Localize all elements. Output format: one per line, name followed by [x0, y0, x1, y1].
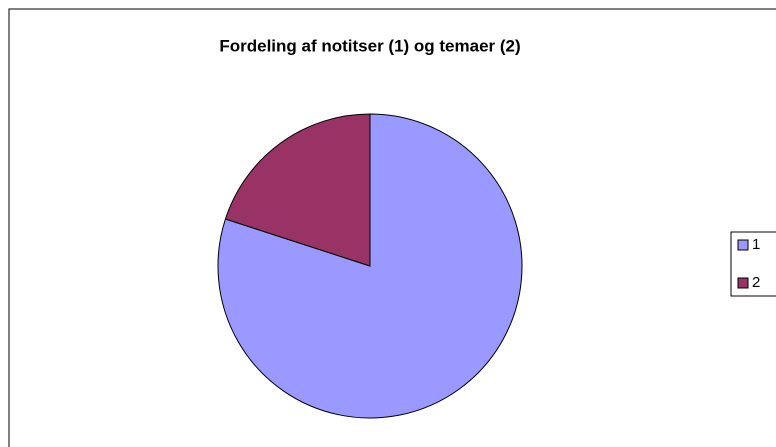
legend-swatch	[737, 239, 749, 251]
pie-slice	[224, 113, 371, 267]
legend-label: 1	[752, 236, 760, 253]
legend-label: 2	[752, 274, 760, 291]
legend-swatch	[737, 277, 749, 289]
chart-title: Fordeling af notitser (1) og temaer (2)	[219, 36, 520, 55]
